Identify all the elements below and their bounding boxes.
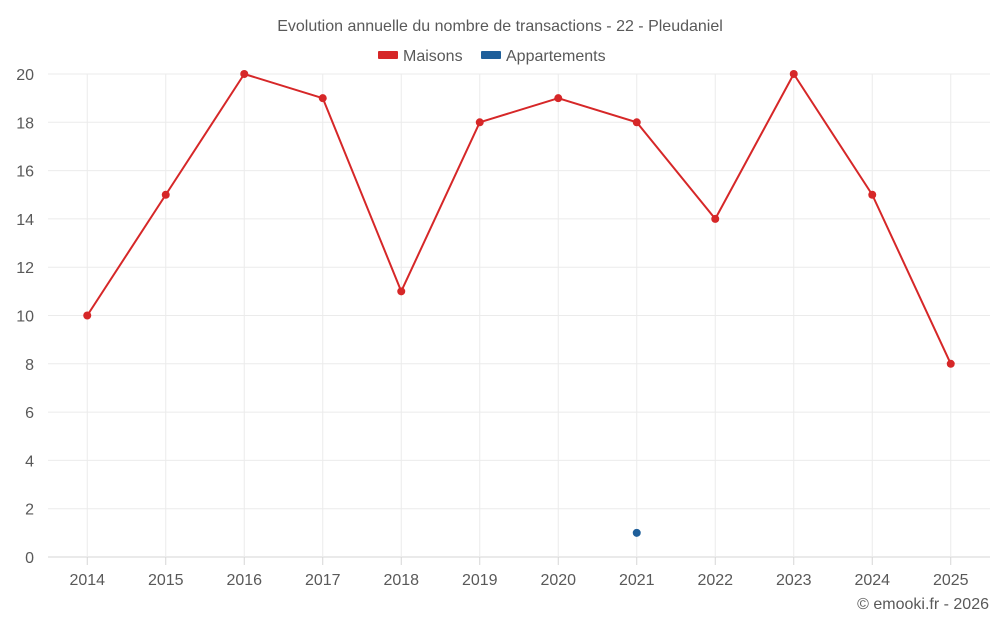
legend-label-maisons: Maisons [403, 48, 463, 65]
chart-title: Evolution annuelle du nombre de transact… [277, 18, 723, 35]
series-appartements [632, 528, 641, 537]
x-tick-label: 2015 [148, 572, 184, 589]
legend-label-appartements: Appartements [506, 48, 606, 65]
y-tick-label: 14 [16, 212, 34, 229]
x-tick-label: 2021 [619, 572, 655, 589]
x-tick-label: 2019 [462, 572, 498, 589]
x-axis: 2014 2015 2016 2017 2018 2019 2020 2021 2022 2023… [69, 557, 969, 589]
data-point-appartements-2021[interactable] [632, 528, 641, 537]
x-tick-label: 2025 [933, 572, 969, 589]
x-tick-label: 2024 [854, 572, 890, 589]
y-tick-label: 12 [16, 260, 34, 277]
y-tick-label: 16 [16, 164, 34, 181]
data-point-maisons-2025[interactable] [946, 359, 955, 368]
series-line-maisons [86, 73, 952, 365]
data-point-maisons-2014[interactable] [83, 311, 92, 320]
data-point-maisons-2019[interactable] [475, 118, 484, 127]
data-point-maisons-2015[interactable] [161, 190, 170, 199]
legend: Maisons Appartements [378, 48, 606, 65]
legend-swatch-appartements [481, 51, 501, 59]
data-point-maisons-2018[interactable] [397, 287, 406, 296]
y-tick-label: 18 [16, 115, 34, 132]
x-tick-label: 2020 [540, 572, 576, 589]
y-tick-label: 2 [25, 502, 34, 519]
x-tick-label: 2018 [383, 572, 419, 589]
data-point-maisons-2020[interactable] [554, 94, 563, 103]
data-point-maisons-2022[interactable] [711, 214, 720, 223]
x-tick-label: 2017 [305, 572, 341, 589]
legend-item-maisons[interactable]: Maisons [378, 48, 463, 65]
x-tick-label: 2023 [776, 572, 812, 589]
y-tick-label: 8 [25, 357, 34, 374]
x-tick-label: 2022 [697, 572, 733, 589]
data-point-maisons-2016[interactable] [240, 70, 249, 78]
y-tick-label: 20 [16, 67, 34, 84]
y-tick-label: 0 [25, 550, 34, 567]
y-axis: 0 2 4 6 8 10 12 14 16 18 20 [16, 67, 34, 567]
data-point-maisons-2021[interactable] [632, 118, 641, 127]
plot-area [83, 70, 955, 537]
legend-item-appartements[interactable]: Appartements [481, 48, 606, 65]
x-tick-label: 2016 [226, 572, 262, 589]
y-tick-label: 6 [25, 405, 34, 422]
x-tick-label: 2014 [69, 572, 105, 589]
data-point-maisons-2017[interactable] [318, 94, 327, 103]
credit: © emooki.fr - 2026 [857, 596, 989, 613]
data-point-maisons-2023[interactable] [789, 70, 798, 78]
y-tick-label: 10 [16, 309, 34, 326]
data-point-maisons-2024[interactable] [868, 190, 877, 199]
legend-swatch-maisons [378, 51, 398, 59]
series-maisons [83, 70, 955, 368]
grid [48, 73, 990, 558]
y-tick-label: 4 [25, 453, 34, 470]
